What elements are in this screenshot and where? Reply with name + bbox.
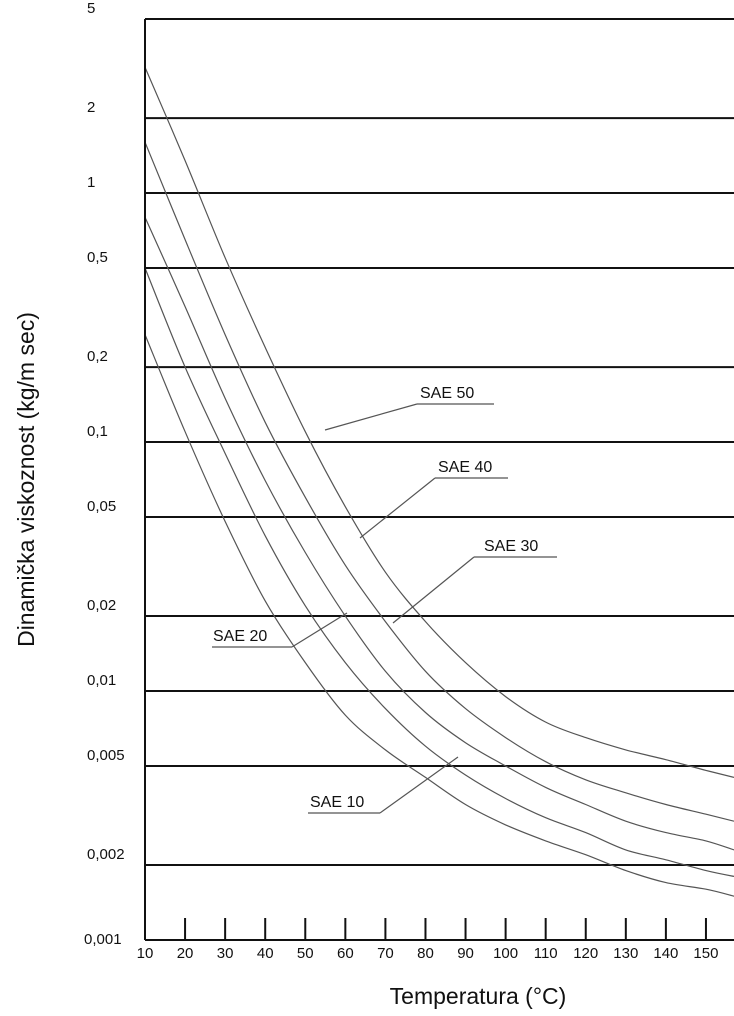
y-tick-label: 2 bbox=[87, 99, 95, 116]
series-label-sae-40: SAE 40 bbox=[438, 459, 492, 476]
x-tick-label: 140 bbox=[653, 945, 678, 962]
y-tick-label: 1 bbox=[87, 174, 95, 191]
series-leader-line bbox=[291, 612, 348, 648]
y-tick-label: 0,02 bbox=[87, 597, 116, 614]
x-tick-label: 70 bbox=[377, 945, 394, 962]
y-tick-label: 0,1 bbox=[87, 423, 108, 440]
x-tick-label: 30 bbox=[217, 945, 234, 962]
y-tick-label: 0,01 bbox=[87, 672, 116, 689]
y-tick-label: 0,005 bbox=[87, 747, 125, 764]
y-tick-label: 0,2 bbox=[87, 348, 108, 365]
series-labels: SAE 50 SAE 40 SAE 30 SAE 20 SAE 10 bbox=[212, 385, 557, 814]
series-line-sae-30 bbox=[144, 216, 734, 851]
x-tick-label: 120 bbox=[573, 945, 598, 962]
x-tick-label: 40 bbox=[257, 945, 274, 962]
series-line-sae-10 bbox=[144, 334, 734, 897]
x-axis-title: Temperatura (°C) bbox=[390, 983, 567, 1009]
y-tick-label: 0,001 bbox=[84, 931, 122, 948]
y-tick-label: 0,5 bbox=[87, 249, 108, 266]
x-tick-label: 80 bbox=[417, 945, 434, 962]
series-leader-line bbox=[392, 556, 475, 624]
y-axis-title: Dinamička viskoznost (kg/m sec) bbox=[13, 312, 39, 647]
y-tick-label: 0,05 bbox=[87, 498, 116, 515]
y-tick-label: 5 bbox=[87, 0, 95, 17]
x-tick-label: 10 bbox=[137, 945, 154, 962]
y-tick-label: 0,002 bbox=[87, 846, 125, 863]
axes bbox=[144, 18, 734, 941]
x-tick-label: 50 bbox=[297, 945, 314, 962]
series-label-sae-10: SAE 10 bbox=[310, 794, 364, 811]
x-tick-label: 150 bbox=[693, 945, 718, 962]
series-line-sae-50 bbox=[144, 67, 734, 778]
series-leader-line bbox=[359, 477, 436, 539]
series-leader-line bbox=[324, 403, 418, 431]
x-tick-label: 110 bbox=[534, 945, 558, 962]
series-leader-line bbox=[379, 756, 459, 814]
x-tick-label: 90 bbox=[457, 945, 474, 962]
x-tick-label: 100 bbox=[493, 945, 518, 962]
grid-lines bbox=[145, 18, 734, 867]
x-tick-label: 130 bbox=[613, 945, 638, 962]
series-label-sae-20: SAE 20 bbox=[213, 628, 267, 645]
series-label-sae-50: SAE 50 bbox=[420, 385, 474, 402]
tick-labels: 5 2 1 0,5 0,2 0,1 0,05 0,02 0,01 0,005 0,002 0,001 1… bbox=[84, 0, 718, 962]
x-tick-label: 20 bbox=[177, 945, 194, 962]
x-tick-label: 60 bbox=[337, 945, 354, 962]
series-line-sae-40 bbox=[144, 141, 734, 822]
series-curves bbox=[144, 67, 734, 897]
series-label-sae-30: SAE 30 bbox=[484, 538, 538, 555]
series-line-sae-20 bbox=[144, 267, 734, 877]
